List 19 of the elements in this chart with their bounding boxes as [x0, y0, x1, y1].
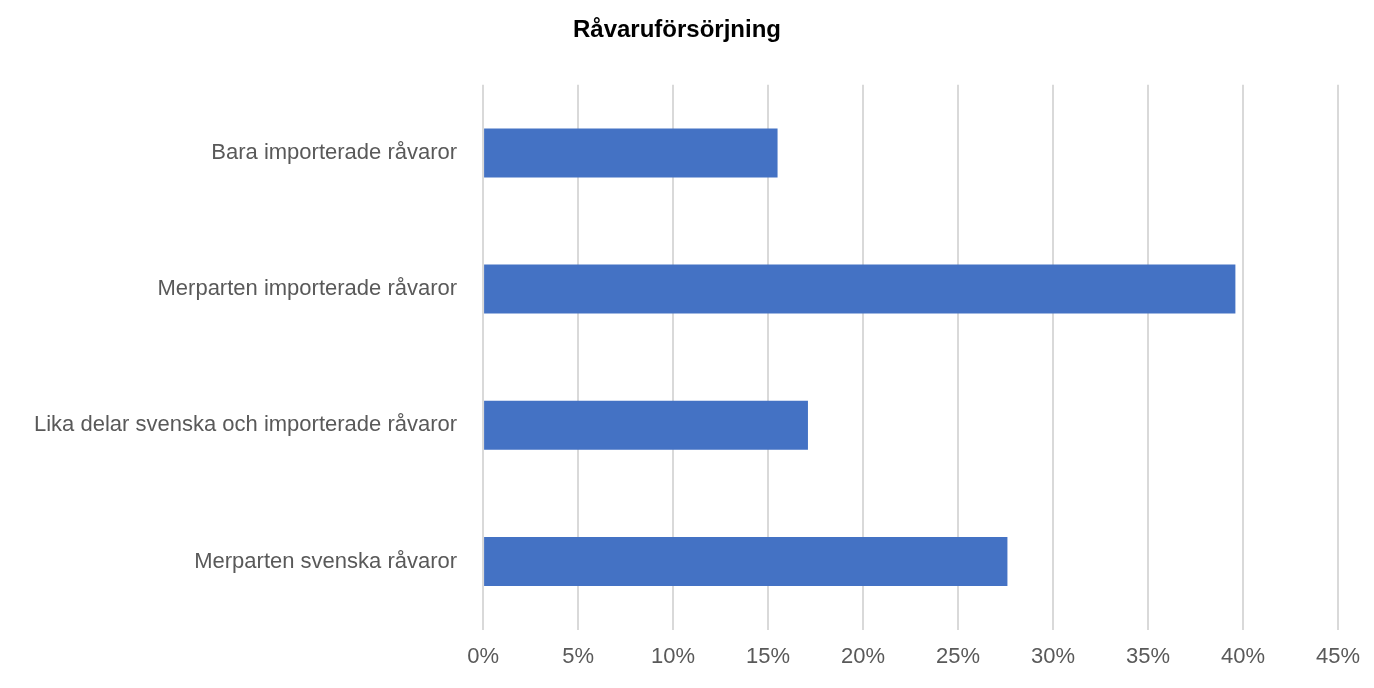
x-tick-label: 0%	[467, 642, 499, 668]
x-tick-label: 10%	[651, 642, 696, 668]
x-tick-label: 30%	[1031, 642, 1076, 668]
x-tick-label: 45%	[1315, 642, 1361, 668]
bar	[484, 264, 1236, 314]
x-tick-label: 35%	[1125, 642, 1171, 668]
x-tick-label: 40%	[1220, 642, 1266, 668]
x-tick-label: 20%	[841, 642, 886, 668]
chart-title: Råvaruförsörjning	[572, 15, 782, 43]
x-tick-label: 15%	[746, 642, 791, 668]
bar	[484, 128, 778, 178]
x-tick-label: 25%	[936, 642, 981, 668]
y-tick-label: Bara importerade råvaror	[211, 138, 458, 164]
y-tick-label: Merparten svenska råvaror	[194, 547, 458, 573]
y-tick-label: Merparten importerade råvaror	[157, 275, 458, 301]
x-tick-label: 5%	[562, 642, 594, 668]
bar	[484, 536, 1008, 587]
bar	[484, 400, 808, 450]
y-tick-label: Lika delar svenska och importerade råvaror	[34, 411, 458, 437]
